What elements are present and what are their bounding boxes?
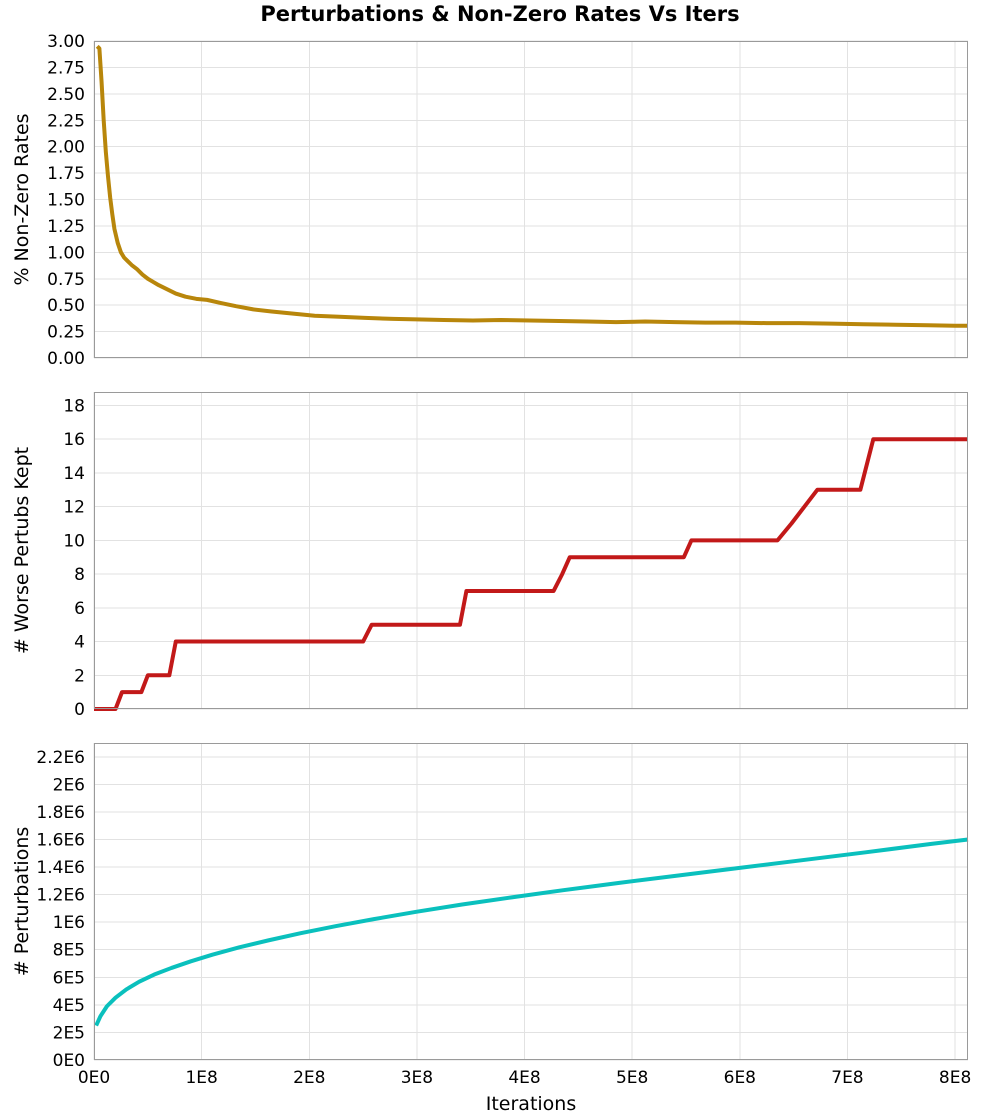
panel-non-zero-rates: 0.00 0.25 0.50 0.75 1.00 1.25 1.50 1.75 2.00 2.25…: [11, 32, 968, 369]
y-tick-label: 0: [74, 700, 85, 720]
x-tick-label: 2E8: [293, 1068, 325, 1088]
x-tick-label: 7E8: [831, 1068, 863, 1088]
series-line-perturbations: [94, 837, 969, 1027]
y-tick-label: 4E5: [53, 996, 85, 1016]
y-tick-label: 6E5: [53, 968, 85, 988]
x-tick-label: 8E8: [939, 1068, 971, 1088]
y-tick-label: 4: [74, 633, 85, 653]
x-axis: 0E0 1E8 2E8 3E8 4E8 5E8 6E8 7E8 8E8 Iterations: [78, 1068, 971, 1115]
y-tick-label: 0.75: [47, 270, 85, 290]
y-tick-label: 2.25: [47, 111, 85, 131]
panel-frame: [94, 41, 968, 358]
x-tick-label: 4E8: [508, 1068, 540, 1088]
y-tick-label: 0E0: [53, 1051, 85, 1071]
y-tick-label: 1.4E6: [36, 858, 85, 878]
y-tick-label: 10: [63, 531, 85, 551]
y-axis-title-non-zero-rates: % Non-Zero Rates: [11, 113, 33, 285]
y-tick-label: 8E5: [53, 941, 85, 961]
page-title: Perturbations & Non-Zero Rates Vs Iters: [260, 2, 740, 26]
panel-worse-perturbs-kept: 0 2 4 6 8 10 12 14 16 18 # Worse Pertubs Kept: [11, 392, 968, 720]
y-tick-label: 12: [63, 498, 85, 518]
y-tick-label: 0.00: [47, 349, 85, 369]
x-tick-label: 0E0: [78, 1068, 110, 1088]
y-tick-label: 1.8E6: [36, 803, 85, 823]
plot-background: [94, 392, 968, 709]
y-tick-label: 0.25: [47, 323, 85, 343]
y-tick-label: 8: [74, 565, 85, 585]
x-axis-title: Iterations: [486, 1093, 577, 1115]
x-tick-label: 3E8: [401, 1068, 433, 1088]
plot-background: [94, 743, 968, 1060]
y-tick-label: 2.75: [47, 58, 85, 78]
panel-frame: [94, 392, 968, 709]
y-tick-label: 16: [63, 430, 85, 450]
series-line-non-zero-rates: [95, 44, 968, 328]
y-tick-label: 2: [74, 666, 85, 686]
y-tick-label: 1.75: [47, 164, 85, 184]
y-tick-label: 18: [63, 396, 85, 416]
y-axis-title-worse-perturbs-kept: # Worse Pertubs Kept: [11, 447, 33, 654]
y-tick-label: 2E5: [53, 1023, 85, 1043]
y-tick-label: 2.50: [47, 85, 85, 105]
x-tick-label: 1E8: [185, 1068, 217, 1088]
series-line-worse-perturbs-kept: [94, 437, 968, 711]
y-tick-label: 2.00: [47, 138, 85, 158]
y-axis-title-perturbations: # Perturbations: [11, 827, 33, 977]
y-tick-label: 0.50: [47, 296, 85, 316]
y-tick-label: 2E6: [53, 775, 85, 795]
y-tick-label: 2.2E6: [36, 748, 85, 768]
panel-perturbations: 0E0 2E5 4E5 6E5 8E5 1E6 1.2E6 1.4E6 1.6E6 1.8E6 2E…: [11, 743, 969, 1071]
y-tick-label: 14: [63, 464, 85, 484]
panel-frame: [94, 743, 968, 1060]
y-tick-label: 1.6E6: [36, 830, 85, 850]
y-tick-label: 6: [74, 599, 85, 619]
y-tick-label: 1.00: [47, 243, 85, 263]
x-tick-label: 5E8: [616, 1068, 648, 1088]
y-tick-label: 1E6: [53, 913, 85, 933]
x-tick-label: 6E8: [724, 1068, 756, 1088]
y-tick-label: 1.25: [47, 217, 85, 237]
y-tick-label: 1.2E6: [36, 886, 85, 906]
y-tick-label: 1.50: [47, 191, 85, 211]
y-tick-label: 3.00: [47, 32, 85, 52]
